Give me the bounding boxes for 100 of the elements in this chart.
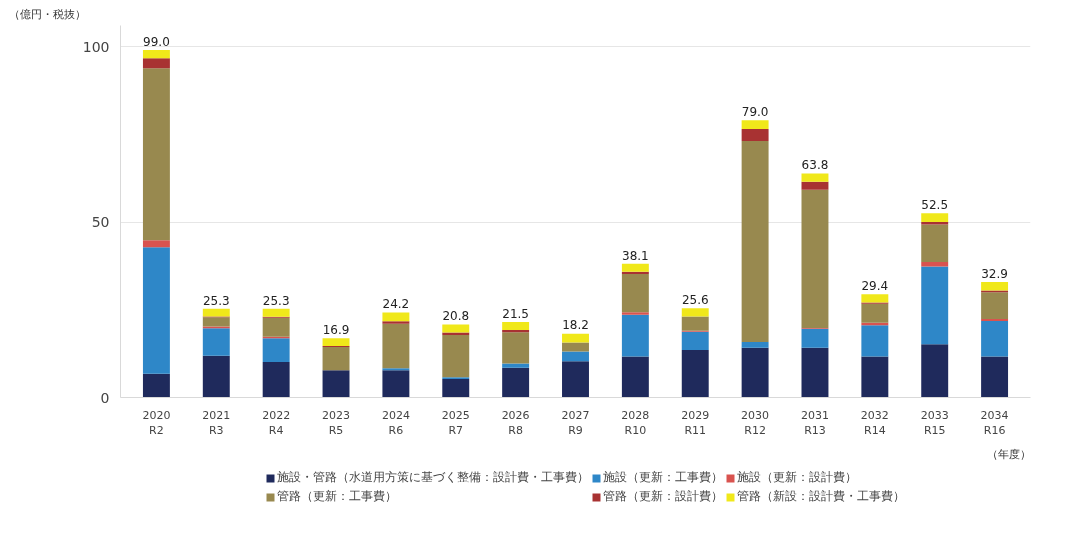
legend-label: 管路（更新：工事費） — [277, 488, 397, 505]
x-tick-label: 2021 R3 — [202, 408, 231, 438]
bar — [801, 328, 829, 348]
bar — [202, 328, 230, 356]
bar — [621, 273, 649, 313]
bar — [801, 173, 829, 182]
bar — [322, 370, 350, 398]
bar — [681, 350, 709, 398]
bar — [502, 363, 530, 368]
total-label: 25.3 — [202, 293, 230, 308]
x-tick-label: 2025 R7 — [441, 408, 470, 438]
bar — [142, 247, 170, 374]
total-label: 20.8 — [442, 309, 470, 324]
bar — [981, 320, 1009, 357]
total-label: 18.2 — [562, 318, 589, 333]
x-tick-label: 2032 R14 — [860, 408, 889, 438]
bar — [442, 378, 470, 398]
total-label: 99.0 — [143, 34, 170, 49]
bar — [562, 351, 589, 362]
bar — [382, 370, 410, 398]
bar — [562, 333, 589, 343]
bar — [142, 68, 170, 241]
total-label: 24.2 — [382, 297, 410, 312]
bar — [861, 325, 889, 357]
x-tick-label: 2023 R5 — [322, 408, 351, 438]
y-tick-label: 100 — [82, 38, 110, 55]
bar — [861, 356, 889, 398]
y-tick-label: 50 — [91, 214, 110, 231]
bar — [142, 240, 170, 248]
legend-label: 施設（更新：工事費） — [603, 469, 723, 486]
bar — [981, 292, 1009, 319]
total-label: 21.5 — [502, 306, 529, 321]
bar — [142, 373, 170, 398]
bar — [681, 316, 709, 331]
bar — [262, 317, 290, 337]
bar — [502, 332, 530, 364]
bar — [801, 347, 829, 398]
x-tick-label: 2031 R13 — [800, 408, 829, 438]
total-label: 29.4 — [861, 279, 889, 294]
bar — [442, 324, 470, 333]
bar — [322, 338, 350, 346]
x-tick-label: 2034 R16 — [980, 408, 1009, 438]
bar — [382, 321, 410, 324]
legend-label: 管路（更新：設計費） — [603, 488, 723, 505]
total-label: 25.3 — [262, 293, 290, 308]
total-label: 25.6 — [681, 293, 709, 308]
x-axis-title: （年度） — [986, 447, 1031, 461]
total-label: 79.0 — [741, 105, 769, 120]
x-tick-label: 2026 R8 — [501, 408, 530, 438]
bar — [741, 120, 769, 130]
bar — [921, 262, 949, 267]
bar — [502, 330, 530, 333]
x-tick-label: 2020 R2 — [142, 408, 171, 438]
bar — [921, 224, 949, 263]
bar — [621, 271, 649, 274]
bar — [621, 314, 649, 357]
bar — [621, 312, 649, 315]
total-label: 38.1 — [622, 248, 649, 263]
bar — [262, 308, 290, 317]
y-tick-label: 0 — [100, 389, 110, 406]
bar — [741, 140, 769, 343]
total-label: 63.8 — [801, 158, 829, 173]
bar — [382, 323, 410, 369]
bar — [801, 189, 829, 329]
bar — [621, 263, 649, 272]
bar — [142, 58, 170, 69]
y-axis-title: （億円・税抜） — [8, 7, 86, 21]
bar — [562, 342, 589, 352]
bar — [741, 342, 769, 348]
bar — [801, 181, 829, 190]
x-tick-label: 2029 R11 — [681, 408, 710, 438]
bar — [741, 347, 769, 398]
bar — [202, 317, 230, 327]
total-label: 16.9 — [322, 322, 350, 337]
bar — [741, 129, 769, 141]
legend-label: 施設（更新：設計費） — [737, 469, 857, 486]
bar — [921, 213, 949, 223]
bar — [861, 294, 889, 303]
bar — [322, 346, 350, 371]
bar — [202, 308, 230, 317]
bar — [921, 344, 949, 398]
bar — [981, 356, 1009, 398]
bar — [262, 338, 290, 363]
bar — [502, 322, 530, 331]
bar — [142, 50, 170, 59]
x-tick-label: 2028 R10 — [621, 408, 650, 438]
x-tick-label: 2024 R6 — [381, 408, 410, 438]
bar — [681, 331, 709, 351]
x-tick-label: 2033 R15 — [920, 408, 949, 438]
bar — [202, 355, 230, 398]
bar — [382, 312, 410, 322]
bar — [921, 266, 949, 345]
bar — [681, 308, 709, 317]
bar — [621, 356, 649, 398]
bar — [562, 361, 589, 398]
bar — [981, 318, 1009, 321]
bar — [502, 367, 530, 398]
legend-label: 施設・管路（水道用方策に基づく整備：設計費・工事費） — [277, 469, 589, 486]
x-tick-label: 2022 R4 — [262, 408, 291, 438]
bar — [861, 303, 889, 323]
